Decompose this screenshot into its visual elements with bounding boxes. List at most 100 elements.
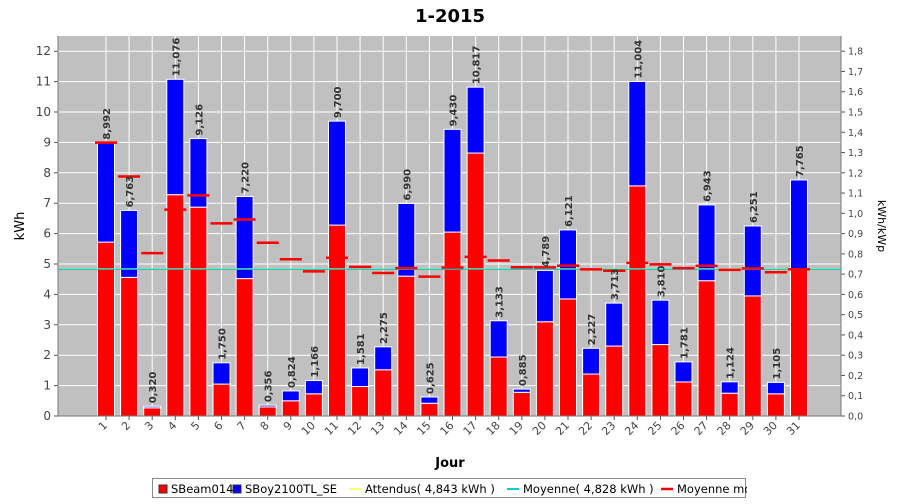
y-tick-label: 6 (43, 227, 51, 241)
bar-total-label: 6,763 (125, 176, 136, 208)
x-tick-label: 2 (119, 419, 133, 433)
legend-moyenne-label: Moyenne( 4,828 kWh ) (523, 482, 654, 496)
bar-sboy2100tl-se (420, 396, 439, 404)
bar-sbeam014 (97, 241, 115, 417)
y2-tick-label: 1,8 (848, 47, 863, 58)
bar-total-label: 0,356 (264, 371, 275, 403)
x-tick-label: 20 (530, 419, 549, 438)
legend-svg: SBeam014 SBoy2100TL_SE Attendus( 4,843 kWh… (158, 482, 772, 496)
x-tick-label: 8 (258, 419, 272, 433)
lines-layer (58, 141, 841, 278)
legend-sboy2100tl-se-label: SBoy2100TL_SE (245, 482, 337, 496)
bar-total-label: 1,166 (310, 346, 321, 378)
bar-total-label: 1,105 (772, 348, 783, 380)
bar-sbeam014 (697, 280, 716, 417)
bar-sboy2100tl-se (374, 346, 393, 371)
bar-total-label: 7,220 (241, 162, 252, 194)
bar-sbeam014 (651, 344, 670, 417)
bar-sboy2100tl-se (674, 361, 693, 383)
x-tick-label: 13 (368, 419, 387, 438)
bar-sboy2100tl-se (697, 204, 716, 282)
bar-sbeam014 (559, 298, 577, 417)
x-tick-label: 4 (165, 419, 179, 433)
y2-tick-label: 1,1 (848, 189, 863, 200)
bar-total-label: 1,124 (726, 347, 737, 379)
bar-total-label: 2,227 (587, 314, 598, 346)
y2-tick-label: 0,4 (848, 330, 863, 341)
bar-sbeam014 (512, 391, 531, 417)
bar-sboy2100tl-se (328, 120, 346, 226)
bar-sbeam014 (374, 369, 393, 417)
bar-sboy2100tl-se (235, 196, 254, 280)
bar-total-label: 9,126 (194, 104, 205, 136)
bar-sbeam014 (397, 275, 416, 417)
y2-tick-label: 1,6 (848, 87, 863, 98)
x-tick-label: 5 (188, 419, 202, 433)
bar-sbeam014 (212, 383, 231, 417)
bar-sboy2100tl-se (651, 299, 670, 346)
x-tick-label: 21 (553, 419, 572, 438)
bar-total-label: 6,990 (402, 169, 413, 201)
bar-sbeam014 (674, 381, 693, 417)
y-tick-label: 9 (43, 135, 51, 149)
bar-sboy2100tl-se (790, 179, 808, 270)
bar-sbeam014 (166, 194, 185, 417)
bar-sboy2100tl-se (143, 405, 162, 409)
legend-moyenne-mobile-label: Moyenne mobile (677, 482, 747, 496)
y2-tick-label: 1,3 (848, 148, 863, 159)
bar-sboy2100tl-se (304, 380, 323, 395)
y-tick-label: 2 (43, 348, 51, 362)
x-tick-label: 23 (599, 419, 618, 438)
x-tick-label: 29 (738, 419, 757, 438)
bar-sbeam014 (535, 321, 554, 417)
y2-tick-label: 1,7 (848, 67, 863, 78)
x-tick-label: 18 (484, 419, 503, 438)
bar-sboy2100tl-se (535, 269, 554, 323)
y-tick-label: 3 (43, 318, 51, 332)
bar-sboy2100tl-se (97, 142, 115, 243)
bar-sbeam014 (489, 356, 508, 417)
bar-sboy2100tl-se (281, 390, 300, 402)
bar-sboy2100tl-se (743, 225, 762, 297)
legend-sboy2100tl-se-swatch (232, 484, 242, 494)
y2-tick-label: 1,4 (848, 128, 863, 139)
bar-sbeam014 (235, 278, 254, 417)
bar-sbeam014 (328, 224, 346, 417)
bar-sboy2100tl-se (166, 78, 185, 196)
bar-sboy2100tl-se (443, 128, 462, 233)
bar-total-label: 10,817 (472, 46, 483, 85)
x-tick-label: 15 (414, 419, 433, 438)
y2-tick-label: 0,7 (848, 270, 863, 281)
y-tick-label: 1 (43, 379, 51, 393)
y-tick-label: 7 (43, 196, 51, 210)
x-tick-label: 25 (645, 419, 664, 438)
x-tick-label: 6 (211, 419, 225, 433)
y2-tick-label: 0,9 (848, 229, 863, 240)
x-tick-label: 11 (322, 419, 341, 438)
bar-total-label: 1,781 (680, 327, 691, 359)
bar-sboy2100tl-se (628, 80, 647, 187)
legend: SBeam014 SBoy2100TL_SE Attendus( 4,843 kWh… (152, 478, 772, 498)
bar-total-label: 0,885 (518, 354, 529, 386)
bar-sbeam014 (582, 373, 601, 417)
y-axis-label: kWh (13, 212, 28, 241)
bar-total-label: 9,700 (333, 86, 344, 118)
bar-sboy2100tl-se (720, 381, 739, 394)
bar-sboy2100tl-se (120, 209, 139, 278)
bar-sbeam014 (766, 393, 785, 417)
legend-attendus-label: Attendus( 4,843 kWh ) (365, 482, 495, 496)
bar-sboy2100tl-se (582, 347, 601, 375)
x-tick-label: 12 (345, 419, 364, 438)
chart-title: 1-2015 (415, 6, 485, 27)
x-tick-label: 14 (391, 419, 410, 438)
bar-total-label: 6,121 (564, 195, 575, 227)
bar-sbeam014 (743, 295, 762, 417)
y2-tick-label: 0,5 (848, 310, 863, 321)
y-tick-label: 4 (43, 287, 51, 301)
x-tick-label: 30 (761, 419, 780, 438)
bar-total-label: 1,750 (218, 328, 229, 360)
bar-total-label: 6,251 (749, 191, 760, 223)
bar-total-label: 3,810 (656, 266, 667, 298)
